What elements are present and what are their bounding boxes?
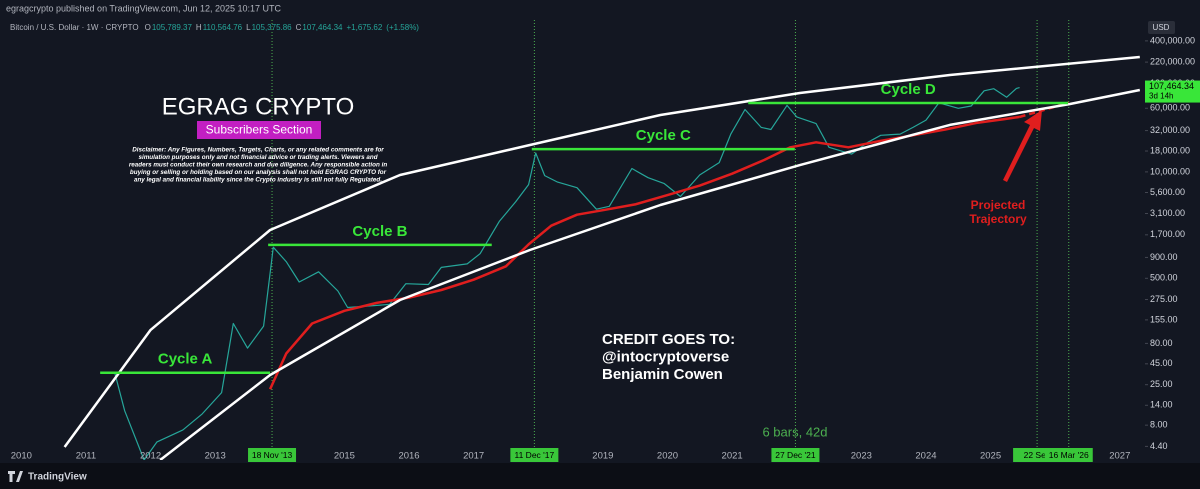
date-box [248,448,297,462]
x-tick-label: 2012 [140,451,161,462]
disclaimer-line: readers must conduct their own research … [129,162,388,169]
date-label: 18 Nov '13 [252,450,293,460]
x-tick-label: 2019 [592,451,613,462]
x-tick-label: 2015 [334,451,355,462]
y-tick-label: 14.00 [1150,400,1173,410]
x-tick-label: 2027 [1109,451,1130,462]
symbol: Bitcoin / U.S. Dollar · 1W · CRYPTO [10,23,139,32]
ohlc-text: O [145,23,151,32]
y-tick-label: 275.00 [1150,294,1178,304]
x-tick-label: 2017 [463,451,484,462]
ohlc-text: L [246,23,251,32]
currency: USD [1153,23,1170,32]
date-box [510,448,559,462]
ohlc-text: 105,375.86 [252,23,293,32]
x-tick-label: 2024 [915,451,936,462]
series-line [114,87,1020,460]
y-tick-label: 60,000.00 [1150,103,1190,113]
publisher: egragcrypto published on TradingView.com… [6,3,282,13]
y-tick-label: 4.40 [1150,441,1168,451]
x-tick-label: 2013 [205,451,226,462]
y-tick-label: 32,000.00 [1150,125,1190,135]
date-box [1044,448,1093,462]
disclaimer-line: Disclaimer: Any Figures, Numbers, Target… [132,147,384,154]
y-tick-label: 25.00 [1150,379,1173,389]
y-tick-label: 1,700.00 [1150,229,1185,239]
level-label: Cycle A [158,351,213,368]
ohlc-text: 110,564.76 [203,23,243,32]
y-tick-label: 18,000.00 [1150,145,1190,155]
ohlc: O 105,789.37 H 110,564.76 L 105,375.86 C 107,46… [145,23,420,32]
y-tick-label: 5,600.00 [1150,187,1185,197]
subtitle-box [197,121,321,139]
x-tick-label: 2016 [398,451,419,462]
disclaimer-line: buying or selling or holding based on ou… [130,169,387,176]
y-tick-label: 400,000.00 [1150,35,1195,45]
disclaimer: Disclaimer: Any Figures, Numbers, Target… [129,147,388,184]
date-label: 22 Sep [1024,450,1051,460]
ohlc-text: 105,789.37 [152,23,193,32]
y-tick-label: 220,000.00 [1150,56,1195,66]
y-tick-label: 10,000.00 [1150,166,1190,176]
disclaimer-line: any legal and financial liability since … [134,177,382,184]
ohlc-text: +1,675.62 [346,23,382,32]
footer-bar [0,463,1200,489]
series-line [159,88,1141,460]
credit-line: CREDIT GOES TO: [602,331,735,348]
credit: CREDIT GOES TO:@intocryptoverseBenjamin … [602,331,735,383]
credit-line: Benjamin Cowen [602,366,723,383]
y-tick-label: 500.00 [1150,273,1178,283]
date-label: 27 Dec '21 [775,450,816,460]
x-tick-label: 2025 [980,451,1001,462]
price-axis [1145,0,1200,463]
date-label: 16 Mar '26 [1049,450,1089,460]
x-tick-label: 2023 [851,451,872,462]
projection-line: Projected [971,198,1026,212]
countdown: 3d 14h [1149,92,1173,101]
level-label: Cycle D [881,81,936,98]
last-price-box [1145,80,1200,103]
subtitle: Subscribers Section [206,123,313,137]
credit-line: @intocryptoverse [602,348,729,365]
ohlc-text: C [296,23,302,32]
y-tick-label: 900.00 [1150,252,1178,262]
last-price: 107,464.34 [1149,81,1194,91]
axes: 400,000.00220,000.00120,000.0060,000.003… [11,35,1200,462]
ohlc-text: H [196,23,202,32]
y-tick-label: 155.00 [1150,314,1178,324]
disclaimer-line: simulation purposes only and not financi… [138,154,377,161]
currency-box [1148,21,1175,34]
ohlc-text: (+1.58%) [386,23,419,32]
level-label: Cycle B [352,223,407,240]
y-tick-label: 45.00 [1150,358,1173,368]
footer: TradingView [28,472,87,483]
y-tick-label: 80.00 [1150,338,1173,348]
title: EGRAG CRYPTO [162,93,355,120]
level-label: Cycle C [636,127,691,144]
y-tick-label: 8.00 [1150,420,1168,430]
arrow [1003,110,1042,182]
plot [63,20,1141,460]
x-tick-label: 2010 [11,451,32,462]
x-tick-label: 2021 [722,451,743,462]
date-label: 11 Dec '17 [515,450,555,460]
x-tick-label: 2011 [76,451,96,462]
projection-line: Trajectory [969,212,1027,226]
date-box [771,448,820,462]
measure-label: 6 bars, 42d [762,424,827,439]
series-line [63,55,1140,448]
x-tick-label: 2020 [657,451,678,462]
ohlc-text: 107,464.34 [302,23,343,32]
logo [8,471,23,482]
y-tick-label: 3,100.00 [1150,208,1185,218]
